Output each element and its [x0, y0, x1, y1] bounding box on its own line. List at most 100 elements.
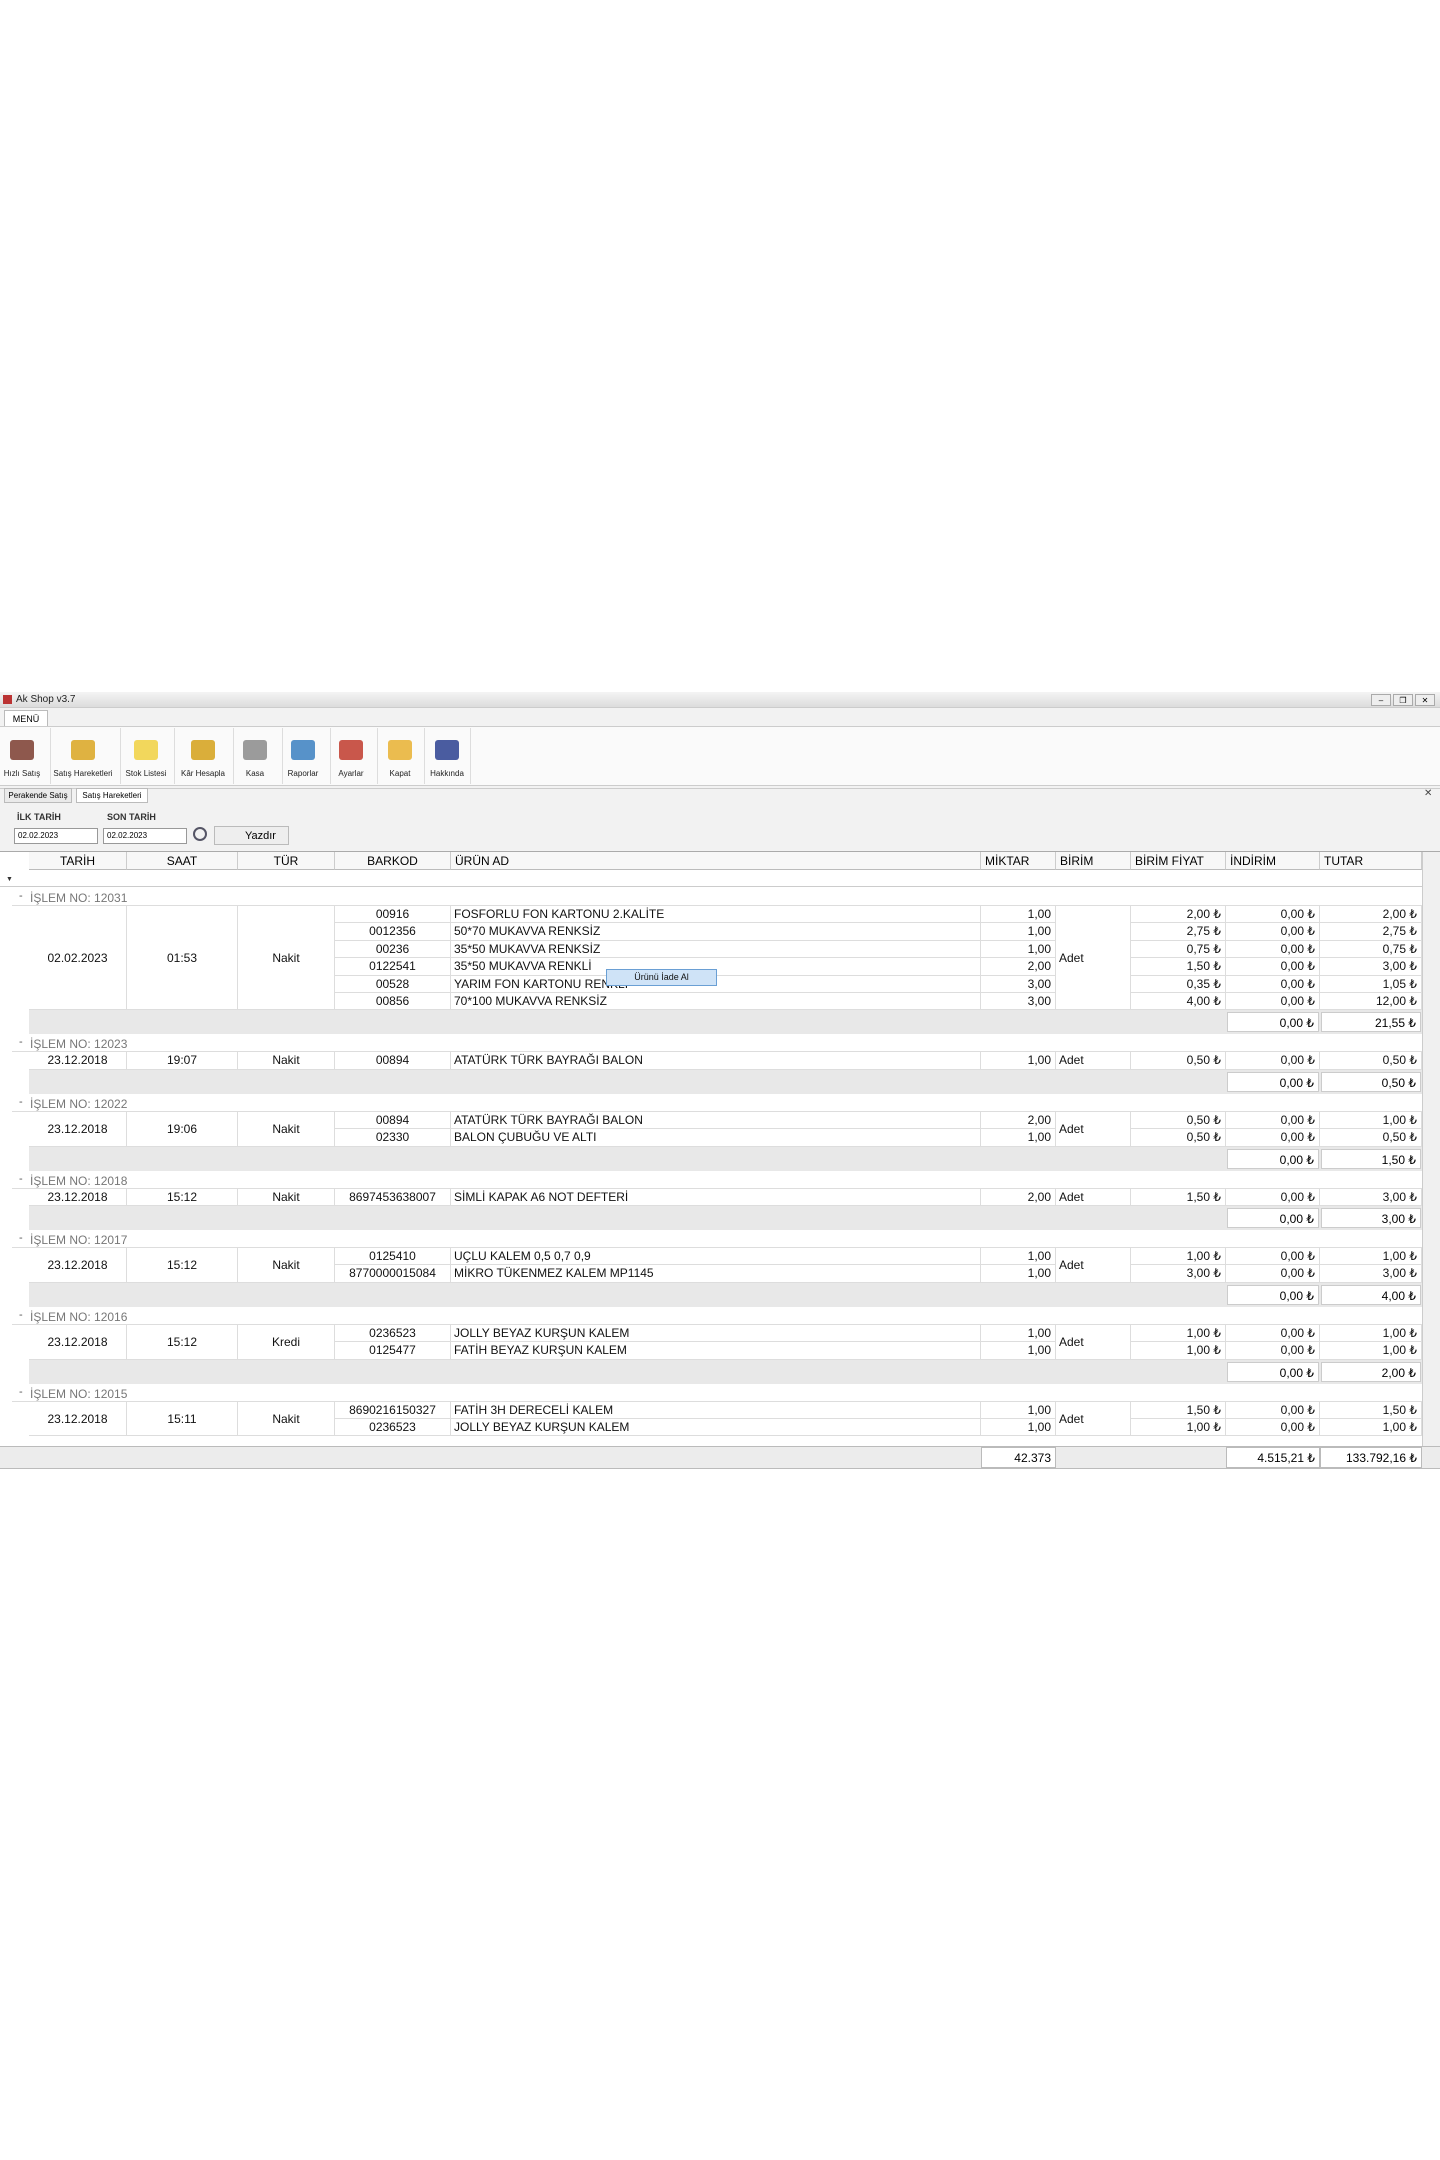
- price-cell: 0,50 ₺: [1131, 1111, 1226, 1130]
- barcode-cell: 8697453638007: [335, 1188, 451, 1206]
- group-header[interactable]: İŞLEM NO: 12016: [12, 1307, 1422, 1325]
- toolbar-icon[interactable]: [435, 740, 459, 760]
- toolbar-label[interactable]: Satış Hareketleri: [53, 769, 113, 778]
- product-cell: 50*70 MUKAVVA RENKSİZ: [451, 923, 981, 941]
- discount-cell: 0,00 ₺: [1226, 1342, 1320, 1360]
- barcode-cell: 00894: [335, 1052, 451, 1070]
- group-header[interactable]: İŞLEM NO: 12018: [12, 1171, 1422, 1189]
- column-header[interactable]: TUTAR: [1320, 852, 1422, 870]
- toolbar-label[interactable]: Raporlar: [287, 769, 319, 778]
- group-toggle[interactable]: -: [19, 1095, 23, 1108]
- tab[interactable]: Satış Hareketleri: [76, 788, 148, 803]
- footer-discount-total: 4.515,21 ₺: [1226, 1447, 1320, 1468]
- group-total: 0,50 ₺: [1321, 1071, 1421, 1092]
- group-toggle[interactable]: -: [19, 1232, 23, 1244]
- toolbar-icon[interactable]: [243, 740, 267, 760]
- window-button[interactable]: –: [1371, 694, 1391, 706]
- quantity-cell: 2,00: [981, 1111, 1056, 1130]
- tab-close[interactable]: ✕: [1424, 788, 1433, 799]
- context-menu[interactable]: Ürünü İade Al: [606, 969, 717, 986]
- group-toggle[interactable]: -: [19, 1036, 23, 1049]
- last-date-input[interactable]: 02.02.2023: [103, 828, 187, 844]
- column-header[interactable]: TÜR: [238, 852, 335, 870]
- toolbar-label[interactable]: Stok Listesi: [125, 769, 167, 778]
- barcode-cell: 8690216150327: [335, 1401, 451, 1419]
- toolbar-separator: [174, 728, 175, 784]
- type-cell: Nakit: [238, 1401, 335, 1437]
- column-header[interactable]: ÜRÜN AD: [451, 852, 981, 870]
- print-button[interactable]: Yazdır: [214, 826, 289, 845]
- discount-cell: 0,00 ₺: [1226, 975, 1320, 993]
- window-title: Ak Shop v3.7: [16, 694, 76, 705]
- quantity-cell: 1,00: [981, 1419, 1056, 1437]
- group-toggle[interactable]: -: [19, 890, 23, 902]
- toolbar-label[interactable]: Kapat: [389, 769, 411, 778]
- unit-cell: Adet: [1056, 1401, 1131, 1437]
- unit-cell: Adet: [1056, 1324, 1131, 1360]
- window-button[interactable]: ✕: [1415, 694, 1435, 706]
- quantity-cell: 3,00: [981, 993, 1056, 1011]
- toolbar-label[interactable]: Hakkında: [430, 769, 464, 778]
- group-header[interactable]: İŞLEM NO: 12031: [12, 888, 1422, 906]
- product-cell: ATATÜRK TÜRK BAYRAĞI BALON: [451, 1052, 981, 1070]
- column-header[interactable]: BİRİM: [1056, 852, 1131, 870]
- first-date-input[interactable]: 02.02.2023: [14, 828, 98, 844]
- unit-cell: Adet: [1056, 906, 1131, 1011]
- time-cell: 15:11: [127, 1401, 238, 1437]
- price-cell: 2,00 ₺: [1131, 906, 1226, 924]
- column-header[interactable]: MİKTAR: [981, 852, 1056, 870]
- group-discount-total: 0,00 ₺: [1227, 1012, 1319, 1033]
- group-total: 2,00 ₺: [1321, 1361, 1421, 1382]
- group-discount-total: 0,00 ₺: [1227, 1361, 1319, 1382]
- toolbar-label[interactable]: Kâr Hesapla: [180, 769, 226, 778]
- toolbar-icon[interactable]: [191, 740, 215, 760]
- menu-tab[interactable]: MENÜ: [4, 710, 48, 727]
- barcode-cell: 02330: [335, 1129, 451, 1147]
- toolbar-icon[interactable]: [10, 740, 34, 760]
- toolbar-icon[interactable]: [339, 740, 363, 760]
- toolbar-separator: [330, 728, 331, 784]
- price-cell: 1,00 ₺: [1131, 1324, 1226, 1343]
- first-date-label: İLK TARİH: [17, 812, 61, 822]
- column-header[interactable]: BARKOD: [335, 852, 451, 870]
- toolbar-separator: [470, 728, 471, 784]
- discount-cell: 0,00 ₺: [1226, 1324, 1320, 1343]
- toolbar-label[interactable]: Kasa: [245, 769, 265, 778]
- toolbar-icon[interactable]: [71, 740, 95, 760]
- toolbar-label[interactable]: Hızlı Satış: [3, 769, 41, 778]
- toolbar-icon[interactable]: [388, 740, 412, 760]
- type-cell: Nakit: [238, 1111, 335, 1147]
- time-cell: 19:07: [127, 1052, 238, 1070]
- group-header[interactable]: İŞLEM NO: 12022: [12, 1094, 1422, 1112]
- group-footer: [29, 1282, 1422, 1307]
- type-cell: Nakit: [238, 1052, 335, 1070]
- group-toggle[interactable]: -: [19, 1385, 23, 1398]
- group-header[interactable]: İŞLEM NO: 12017: [12, 1230, 1422, 1248]
- group-header[interactable]: İŞLEM NO: 12023: [12, 1034, 1422, 1053]
- quantity-cell: 2,00: [981, 1188, 1056, 1206]
- column-header[interactable]: SAAT: [127, 852, 238, 870]
- group-header[interactable]: İŞLEM NO: 12015: [12, 1384, 1422, 1402]
- product-cell: JOLLY BEYAZ KURŞUN KALEM: [451, 1324, 981, 1343]
- discount-cell: 0,00 ₺: [1226, 1419, 1320, 1437]
- quantity-cell: 1,00: [981, 1401, 1056, 1419]
- toolbar-icon[interactable]: [291, 740, 315, 760]
- search-icon[interactable]: [193, 827, 207, 841]
- window-button[interactable]: ❐: [1393, 694, 1413, 706]
- toolbar-label[interactable]: Ayarlar: [338, 769, 364, 778]
- column-header[interactable]: BİRİM FİYAT: [1131, 852, 1226, 870]
- tab[interactable]: Perakende Satış: [4, 788, 72, 803]
- barcode-cell: 8770000015084: [335, 1265, 451, 1283]
- toolbar-icon[interactable]: [134, 740, 158, 760]
- column-header[interactable]: İNDİRİM: [1226, 852, 1320, 870]
- column-header[interactable]: TARİH: [29, 852, 127, 870]
- group-toggle[interactable]: -: [19, 1172, 23, 1185]
- group-footer: [29, 1206, 1422, 1230]
- group-toggle[interactable]: -: [19, 1308, 23, 1321]
- group-discount-total: 0,00 ₺: [1227, 1284, 1319, 1305]
- price-cell: 0,50 ₺: [1131, 1129, 1226, 1147]
- total-cell: 3,00 ₺: [1320, 958, 1422, 976]
- date-cell: 23.12.2018: [29, 1401, 127, 1437]
- discount-cell: 0,00 ₺: [1226, 1248, 1320, 1266]
- total-cell: 0,50 ₺: [1320, 1129, 1422, 1147]
